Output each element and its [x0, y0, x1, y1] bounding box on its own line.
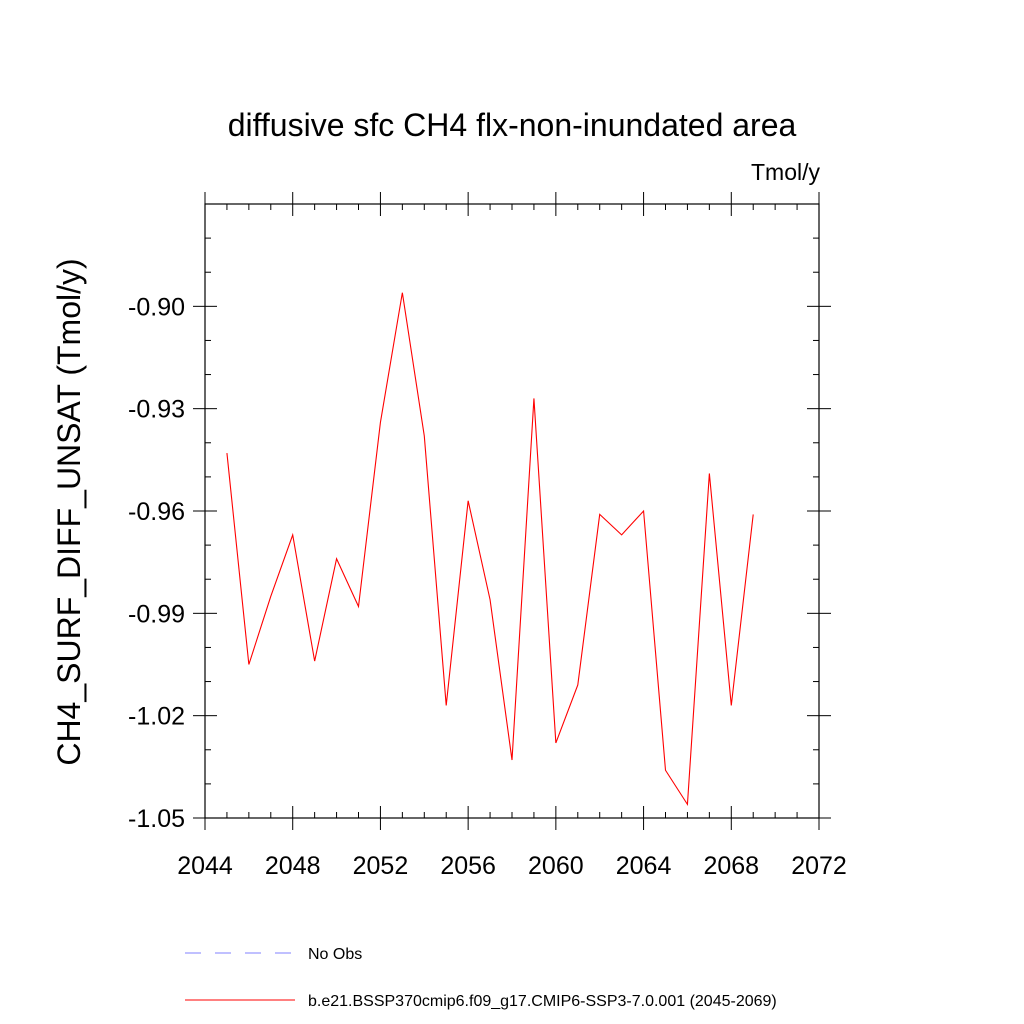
x-tick-label: 2056	[440, 852, 496, 880]
x-tick-label: 2044	[177, 852, 233, 880]
x-tick-label: 2072	[791, 852, 847, 880]
chart-title: diffusive sfc CH4 flx-non-inundated area	[228, 107, 797, 143]
x-tick-label: 2048	[265, 852, 321, 880]
units-label: Tmol/y	[751, 159, 821, 185]
axis-ticks: 2044 2048 2052 2056 2060 2064 2068 2072 -1.05 -1.…	[128, 192, 847, 880]
y-tick-label: -0.93	[128, 396, 185, 424]
legend: No Obs b.e21.BSSP370cmip6.f09_g17.CMIP6-S…	[185, 946, 777, 1010]
y-tick-label: -0.96	[128, 498, 185, 526]
y-tick-label: -1.05	[128, 805, 185, 833]
x-tick-label: 2064	[616, 852, 672, 880]
y-tick-label: -0.90	[128, 293, 185, 321]
plot-frame	[204, 203, 820, 819]
x-tick-label: 2060	[528, 852, 584, 880]
series-group	[226, 292, 754, 807]
y-axis-label: CH4_SURF_DIFF_UNSAT (Tmol/y)	[51, 258, 87, 765]
legend-label: No Obs	[308, 946, 362, 963]
x-tick-label: 2068	[703, 852, 759, 880]
series-line	[226, 292, 754, 807]
y-tick-label: -0.99	[128, 600, 185, 628]
x-tick-label: 2052	[353, 852, 409, 880]
legend-label: b.e21.BSSP370cmip6.f09_g17.CMIP6-SSP3-7.…	[308, 993, 777, 1010]
y-tick-label: -1.02	[128, 703, 185, 731]
